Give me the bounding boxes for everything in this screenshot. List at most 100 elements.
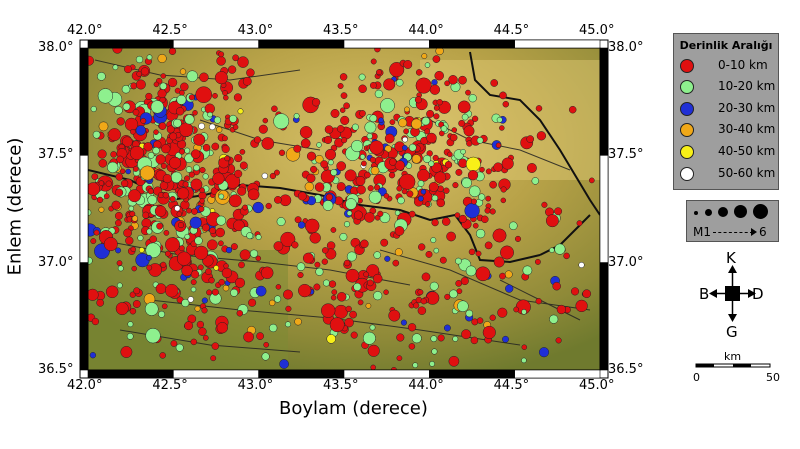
earthquake-point <box>434 70 444 81</box>
earthquake-point <box>105 285 119 299</box>
frame-band-segment <box>173 39 259 49</box>
earthquake-point <box>255 255 262 262</box>
earthquake-point <box>447 151 453 158</box>
earthquake-point <box>522 265 533 276</box>
frame-band-segment <box>258 369 345 379</box>
earthquake-point <box>458 75 467 85</box>
earthquake-point <box>297 221 306 229</box>
earthquake-point <box>294 216 302 224</box>
earthquake-point <box>178 245 185 252</box>
legend-title: Derinlik Aralığı <box>679 39 773 52</box>
legend-item: 30-40 km <box>680 121 776 139</box>
earthquake-point <box>147 188 154 195</box>
earthquake-point <box>328 159 334 166</box>
earthquake-point <box>436 198 446 208</box>
earthquake-point <box>455 168 463 176</box>
earthquake-point <box>430 237 437 244</box>
earthquake-point <box>165 283 179 298</box>
earthquake-point <box>279 359 289 369</box>
earthquake-point <box>273 241 284 251</box>
earthquake-point <box>88 288 99 301</box>
earthquake-point <box>334 304 348 319</box>
earthquake-point <box>298 283 312 298</box>
earthquake-point <box>269 323 278 333</box>
earthquake-point <box>526 135 535 143</box>
earthquake-point <box>116 155 124 164</box>
y-tick-label: 38.0° <box>38 40 74 55</box>
earthquake-point <box>369 114 378 123</box>
earthquake-point <box>133 287 141 295</box>
earthquake-point <box>212 92 218 99</box>
earthquake-point <box>180 82 189 92</box>
earthquake-point <box>454 212 461 219</box>
earthquake-point <box>534 258 541 265</box>
earthquake-point <box>152 146 160 155</box>
earthquake-point <box>125 236 134 245</box>
earthquake-point <box>322 200 334 211</box>
earthquake-point <box>403 128 409 135</box>
earthquake-point <box>147 195 158 205</box>
earthquake-point <box>402 136 408 143</box>
earthquake-point <box>302 252 314 264</box>
legend-item: 0-10 km <box>680 57 776 75</box>
earthquake-point <box>495 142 502 149</box>
earthquake-point <box>575 299 588 313</box>
earthquake-point <box>198 122 205 130</box>
earthquake-point <box>500 197 507 204</box>
earthquake-point <box>489 208 496 215</box>
earthquake-point <box>588 177 595 184</box>
earthquake-point <box>263 341 270 348</box>
earthquake-point <box>154 205 167 217</box>
earthquake-point <box>364 171 371 179</box>
earthquake-point <box>321 258 328 265</box>
earthquake-point <box>274 196 282 204</box>
earthquake-point <box>431 79 438 86</box>
earthquake-point <box>164 250 171 257</box>
earthquake-point <box>426 109 435 118</box>
earthquake-point <box>373 291 383 301</box>
earthquake-point <box>470 336 479 345</box>
y-tick-label: 36.5° <box>38 362 74 377</box>
legend-label: 50-60 km <box>718 166 776 180</box>
x-tick-label: 42.0° <box>67 23 103 38</box>
earthquake-point <box>411 118 422 130</box>
earthquake-point <box>276 217 286 227</box>
earthquake-point <box>196 320 205 329</box>
earthquake-point <box>216 126 223 133</box>
earthquake-point <box>112 48 123 54</box>
earthquake-point <box>397 196 405 205</box>
earthquake-point <box>178 148 185 155</box>
earthquake-point <box>451 127 458 133</box>
compass-south: G <box>726 323 738 341</box>
earthquake-point <box>188 94 195 101</box>
x-tick-label: 42.0° <box>67 378 103 393</box>
earthquake-point <box>452 182 459 189</box>
earthquake-point <box>294 317 302 326</box>
earthquake-point <box>484 241 493 250</box>
earthquake-point <box>147 152 155 159</box>
earthquake-point <box>130 128 136 135</box>
earthquake-point <box>198 206 205 213</box>
earthquake-point <box>509 221 518 231</box>
earthquake-point <box>247 188 260 201</box>
earthquake-point <box>421 272 431 282</box>
legend-label: 0-10 km <box>718 58 768 72</box>
earthquake-point <box>411 154 422 164</box>
earthquake-point <box>140 117 147 124</box>
earthquake-point <box>218 51 225 58</box>
earthquake-point <box>210 355 217 362</box>
earthquake-point <box>255 285 267 297</box>
frame-band-segment <box>599 262 609 371</box>
x-tick-label: 42.5° <box>152 23 188 38</box>
magnitude-legend: M1 6 <box>686 200 779 242</box>
earthquake-point <box>513 306 520 313</box>
earthquake-point <box>191 208 198 215</box>
earthquake-point <box>92 130 101 139</box>
earthquake-point <box>314 261 321 268</box>
earthquake-point <box>429 281 439 291</box>
earthquake-point <box>359 110 366 117</box>
earthquake-point <box>186 207 192 214</box>
earthquake-point <box>432 154 439 161</box>
earthquake-point <box>280 231 296 247</box>
earthquake-point <box>435 48 444 56</box>
